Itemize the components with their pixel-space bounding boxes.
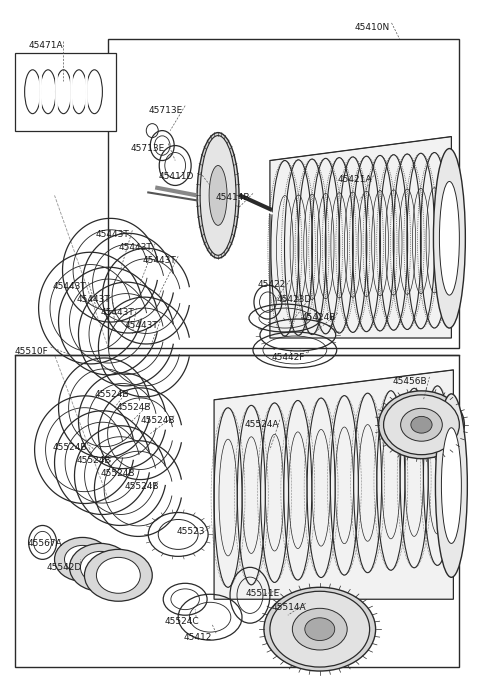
Text: 45424B: 45424B [302,313,336,322]
Ellipse shape [81,552,120,584]
Ellipse shape [96,557,140,593]
Text: 45524B: 45524B [140,416,175,425]
Text: 45514A: 45514A [272,603,307,612]
Text: 45443T: 45443T [142,256,176,265]
Ellipse shape [292,608,347,650]
Ellipse shape [435,394,468,577]
Ellipse shape [264,587,376,671]
Text: 45443T: 45443T [96,230,129,239]
Text: 45567A: 45567A [28,539,62,548]
Text: 45410N: 45410N [355,23,390,32]
Ellipse shape [379,391,464,459]
Text: 45524B: 45524B [52,443,87,452]
Text: 45524B: 45524B [95,390,129,399]
Polygon shape [270,137,451,338]
Ellipse shape [411,416,432,433]
Text: 45456B: 45456B [393,377,427,386]
Ellipse shape [55,537,110,582]
Text: 45411D: 45411D [158,172,193,182]
Text: 45443T: 45443T [52,282,86,291]
Text: 45524B: 45524B [116,403,151,412]
Ellipse shape [442,428,461,543]
Ellipse shape [209,165,227,225]
Text: 45524B: 45524B [124,481,159,490]
Ellipse shape [84,550,152,601]
Text: 45524B: 45524B [100,469,135,477]
Ellipse shape [200,136,236,255]
Text: 45524B: 45524B [76,456,111,464]
Text: 45442F: 45442F [272,353,305,362]
Text: 45523: 45523 [176,528,204,537]
Ellipse shape [270,591,370,667]
Text: 45542D: 45542D [47,563,82,572]
Text: 45443T: 45443T [124,321,158,330]
Text: 45443T: 45443T [119,243,152,252]
Text: 45524C: 45524C [164,617,199,627]
Ellipse shape [305,618,335,641]
Text: 45511E: 45511E [246,589,280,599]
Text: 45423D: 45423D [277,295,312,304]
Text: 45713E: 45713E [148,106,182,114]
Ellipse shape [64,545,100,573]
Text: 45443T: 45443T [76,295,110,304]
Ellipse shape [433,148,465,328]
Text: 45510F: 45510F [15,347,48,356]
Ellipse shape [197,133,239,258]
Ellipse shape [401,409,442,441]
Ellipse shape [384,395,459,455]
Text: 45421A: 45421A [338,176,372,185]
Text: 45443T: 45443T [100,308,134,317]
Text: 45524A: 45524A [245,419,279,429]
Text: 45412: 45412 [183,633,212,642]
Text: 45422: 45422 [258,280,286,289]
Bar [15,53,116,131]
Ellipse shape [70,543,132,591]
Text: 45414B: 45414B [215,193,250,202]
Ellipse shape [439,181,459,295]
Text: 45713E: 45713E [130,144,165,153]
Text: 45471A: 45471A [29,41,63,50]
Polygon shape [214,370,454,599]
